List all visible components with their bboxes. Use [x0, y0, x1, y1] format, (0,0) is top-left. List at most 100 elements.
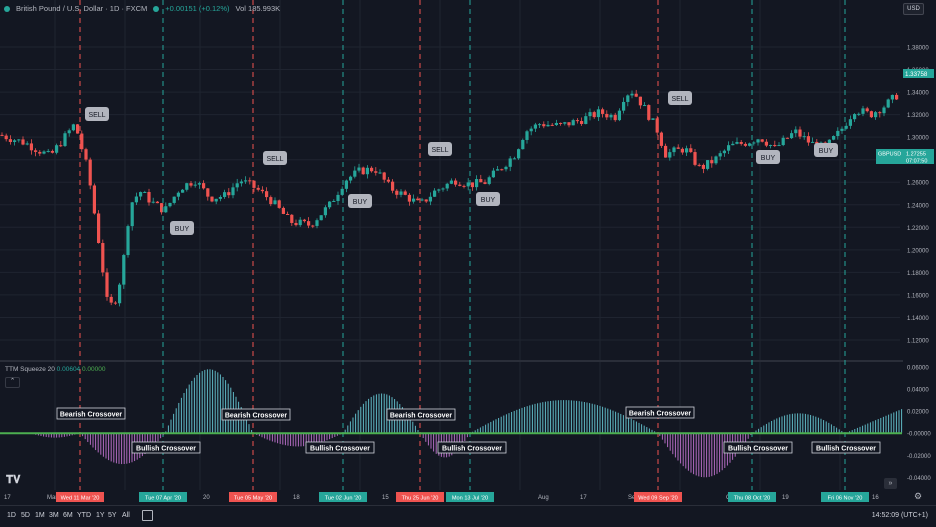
crossover-label: Bullish Crossover [305, 441, 375, 454]
timeframe-1m[interactable]: 1M [35, 512, 45, 519]
candle-body [853, 114, 857, 120]
currency-selector[interactable]: USD [903, 3, 924, 15]
timeframe-5d[interactable]: 5D [21, 512, 30, 519]
chart-header: British Pound / U.S. Dollar · 1D · FXCM … [4, 4, 280, 13]
candle-body [802, 136, 806, 138]
collapse-icon[interactable]: ⌃ [5, 377, 20, 388]
candle-body [202, 183, 206, 189]
candle-body [286, 213, 290, 215]
crossover-label-text: Bearish Crossover [390, 413, 453, 420]
candle-body [8, 139, 12, 142]
signal-label-buy: BUY [814, 143, 838, 157]
candle-body [399, 191, 403, 195]
candle-body [508, 158, 512, 167]
candle-body [134, 196, 138, 203]
candle-body [218, 196, 222, 199]
candle-body [185, 183, 189, 190]
date-tag [229, 492, 277, 502]
candle-body [181, 189, 185, 193]
candle-body [764, 141, 768, 146]
time-tick-label: 20 [203, 495, 210, 501]
timeframe-all[interactable]: All [122, 512, 130, 519]
candle-body [781, 137, 785, 146]
signal-label-sell: SELL [85, 107, 109, 121]
time-axis: 17Mar201815Aug17SeO1916Wed 11 Mar '20Tue… [4, 492, 879, 502]
timeframe-1d[interactable]: 1D [7, 512, 16, 519]
candle-body [353, 170, 357, 177]
indicator-value-2: 0.00000 [81, 366, 106, 373]
candle-body [193, 184, 197, 186]
timeframe-1y[interactable]: 1Y [96, 512, 105, 519]
price-tick-label: 1.22000 [907, 226, 929, 232]
candle-body [529, 128, 533, 132]
candle-body [496, 169, 500, 171]
candle-body [105, 272, 109, 297]
price-axis: 1.380001.360001.340001.320001.300001.280… [876, 46, 934, 345]
scroll-right-icon[interactable]: » [884, 478, 897, 489]
price-tick-label: 1.14000 [907, 316, 929, 322]
candle-body [168, 202, 172, 207]
timeframe-6m[interactable]: 6M [63, 512, 73, 519]
date-tag [56, 492, 104, 502]
candle-body [462, 185, 466, 187]
candle-body [701, 164, 705, 169]
candle-body [727, 145, 731, 151]
last-price-tag [903, 69, 934, 78]
indicator-tick-label: -0.00000 [907, 432, 931, 438]
candle-body [130, 202, 134, 227]
time-tick-label: Aug [538, 495, 549, 501]
candle-body [710, 160, 714, 164]
signal-label-buy: BUY [348, 194, 372, 208]
candle-body [260, 189, 264, 192]
tradingview-icon: 𝐓𝐕 [6, 474, 21, 486]
gear-icon[interactable]: ⚙ [914, 491, 923, 501]
date-tag-text: Tue 05 May '20 [234, 496, 272, 502]
candle-body [311, 225, 315, 227]
symbol-title[interactable]: British Pound / U.S. Dollar · 1D · FXCM [16, 4, 148, 13]
candle-body [328, 201, 332, 208]
candle-body [483, 182, 487, 184]
candle-body [739, 142, 743, 144]
candle-body [143, 192, 147, 194]
signal-label-buy: BUY [756, 150, 780, 164]
timeframe-ytd[interactable]: YTD [77, 512, 91, 519]
crossover-label-text: Bearish Crossover [225, 413, 288, 420]
crossover-label-text: Bearish Crossover [629, 411, 692, 418]
crossover-label-box [625, 406, 695, 419]
signal-label-bg [85, 107, 109, 121]
date-tag-text: Mon 13 Jul '20 [452, 496, 488, 502]
signal-label-bg [263, 151, 287, 165]
candle-body [101, 243, 105, 273]
candle-body [844, 125, 848, 129]
timeframe-5y[interactable]: 5Y [108, 512, 117, 519]
candle-body [265, 191, 269, 198]
candle-body [80, 133, 84, 150]
candle-body [71, 124, 75, 131]
candle-body [424, 199, 428, 202]
candle-body [21, 139, 25, 145]
clock[interactable]: 14:52:09 (UTC+1) [871, 512, 928, 519]
crossover-label-text: Bearish Crossover [60, 412, 123, 419]
calendar-icon[interactable] [142, 510, 153, 521]
date-tag-text: Thu 08 Oct '20 [734, 496, 771, 502]
candle-body [155, 201, 159, 204]
candle-body [689, 148, 693, 153]
crossover-label-text: Bullish Crossover [816, 446, 876, 453]
candle-body [685, 148, 689, 153]
symbol-tag-text: GBPUSD [878, 152, 901, 158]
candle-body [840, 128, 844, 131]
candle-body [231, 187, 235, 196]
candle-body [886, 99, 890, 108]
crossover-label: Bearish Crossover [386, 408, 456, 421]
candle-body [319, 215, 323, 221]
time-tick-label: Se [628, 495, 636, 501]
timeframe-3m[interactable]: 3M [49, 512, 59, 519]
candle-body [563, 122, 567, 124]
date-tag [821, 492, 869, 502]
candle-body [542, 124, 546, 127]
candle-body [479, 179, 483, 183]
candle-body [857, 113, 861, 115]
candle-body [806, 136, 810, 143]
indicator-name[interactable]: TTM Squeeze 20 [5, 366, 55, 373]
